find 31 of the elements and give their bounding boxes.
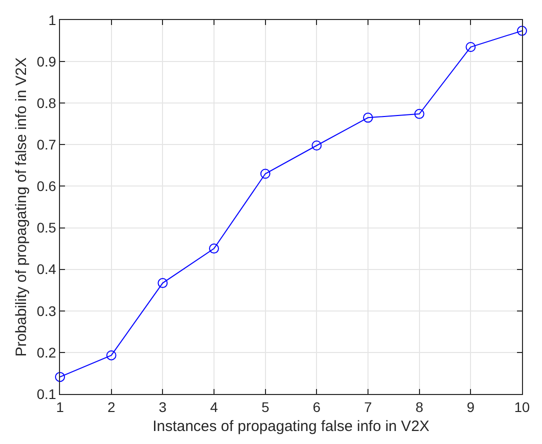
y-tick-label: 0.9 [36, 53, 56, 70]
point [466, 42, 476, 52]
x-tick-label: 8 [415, 398, 424, 415]
x-tick-label: 2 [107, 398, 116, 415]
point [55, 372, 65, 382]
point [517, 26, 527, 36]
y-tick-label: 0.8 [36, 95, 56, 112]
y-axis-title: Probability of propagating of false info in V2X [12, 57, 30, 357]
point [312, 140, 322, 150]
y-tick-label: 0.3 [36, 302, 56, 319]
x-axis-title: Instances of propagating false info in V2X [152, 418, 430, 435]
x-tick-label: 7 [364, 398, 372, 415]
y-tick-label: 0.4 [36, 261, 56, 278]
y-tick-label: 0.6 [36, 178, 56, 194]
y-tick-label: 0.5 [36, 220, 56, 236]
x-tick-label: 4 [210, 398, 218, 415]
x-tick-label: 9 [466, 398, 475, 415]
point [414, 108, 424, 119]
x-tick-label: 10 [514, 398, 530, 415]
point [158, 278, 168, 288]
point [209, 244, 219, 254]
x-tick-label: 5 [261, 398, 270, 415]
y-tick-label: 1 [48, 12, 56, 28]
y-tick-label: 0.1 [36, 386, 56, 402]
x-tick-label: 6 [312, 398, 321, 415]
point [363, 112, 373, 123]
x-tick-label: 3 [158, 398, 167, 415]
y-tick-label: 0.2 [36, 344, 56, 360]
point [106, 350, 116, 360]
y-tick-label: 0.7 [36, 136, 56, 153]
point [260, 168, 270, 179]
